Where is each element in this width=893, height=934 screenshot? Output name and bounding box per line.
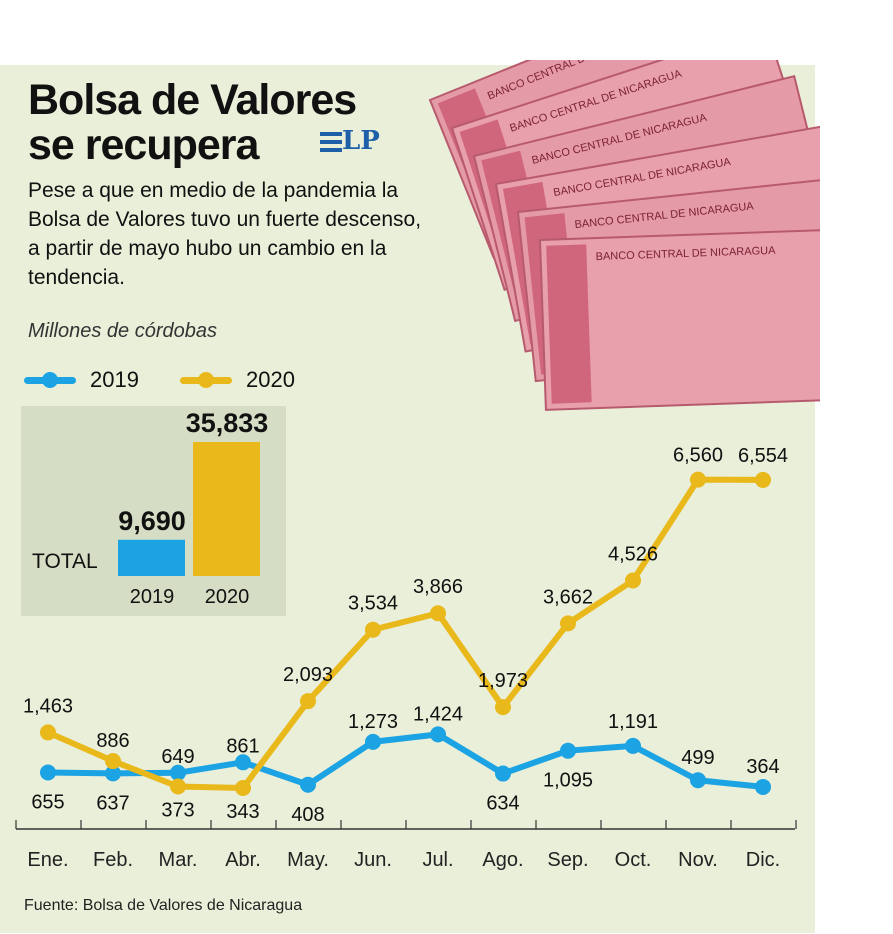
total-year-label: 2020	[205, 586, 250, 608]
data-point-2020	[495, 699, 511, 716]
x-tick-label: Abr.	[225, 849, 261, 871]
data-label-2020: 6,554	[738, 445, 788, 467]
data-point-2019	[105, 765, 121, 782]
x-tick-label: Dic.	[746, 849, 780, 871]
data-label-2020: 886	[96, 730, 129, 752]
data-label-2020: 2,093	[283, 664, 333, 686]
x-tick-label: May.	[287, 849, 329, 871]
total-value-label: 35,833	[186, 408, 269, 438]
data-point-2019	[560, 742, 576, 759]
data-point-2019	[365, 733, 381, 750]
data-point-2019	[430, 726, 446, 743]
data-point-2020	[625, 572, 641, 589]
data-point-2019	[755, 778, 771, 795]
banknote: BANCO CENTRAL DE NICARAGUA	[538, 227, 820, 411]
data-label-2020: 4,526	[608, 544, 658, 566]
data-label-2020: 3,662	[543, 586, 593, 608]
x-tick-label: Feb.	[93, 849, 133, 871]
source-note: Fuente: Bolsa de Valores de Nicaragua	[24, 897, 303, 914]
data-label-2020: 343	[226, 801, 259, 823]
series-line-2019	[47, 731, 764, 790]
unit-label: Millones de córdobas	[28, 320, 217, 342]
x-tick-label: Jul.	[422, 849, 453, 871]
data-label-2020: 3,534	[348, 593, 398, 615]
data-label-2020: 373	[161, 799, 194, 821]
data-point-2020	[235, 779, 251, 796]
data-label-2019: 634	[486, 793, 519, 815]
data-point-2020	[40, 724, 56, 741]
total-value-label: 9,690	[118, 506, 186, 536]
total-bar-2019	[118, 539, 185, 576]
description: Pese a que en medio de la pandemia la Bo…	[28, 179, 422, 289]
data-label-2019: 408	[291, 804, 324, 826]
data-point-2020	[105, 753, 121, 770]
data-label-2020: 3,866	[413, 576, 463, 598]
lp-logo: LP	[320, 126, 380, 156]
series-line-2020	[46, 476, 764, 791]
data-label-2020: 1,463	[23, 695, 73, 717]
x-tick-label: Nov.	[678, 849, 718, 871]
data-label-2020: 6,560	[673, 445, 723, 467]
data-point-2020	[430, 605, 446, 622]
data-point-2020	[365, 621, 381, 638]
data-point-2020	[170, 778, 186, 795]
total-bar-2020	[193, 442, 260, 576]
data-label-2020: 1,973	[478, 670, 528, 692]
legend-2019: 2019	[24, 367, 139, 393]
data-point-2020	[755, 471, 771, 488]
x-tick-label: Ago.	[482, 849, 523, 871]
data-point-2020	[560, 615, 576, 632]
legend-line-icon	[180, 371, 232, 388]
total-label: TOTAL	[32, 550, 98, 573]
data-label-2019: 1,273	[348, 711, 398, 733]
x-tick-label: Mar.	[159, 849, 198, 871]
data-point-2020	[300, 693, 316, 710]
data-point-2019	[170, 764, 186, 781]
data-label-2019: 364	[746, 756, 779, 778]
x-tick-label: Ene.	[27, 849, 68, 871]
data-point-2019	[235, 754, 251, 771]
data-label-2019: 1,424	[413, 703, 463, 725]
data-label-2019: 649	[161, 746, 194, 768]
legend-2020: 2020	[180, 367, 295, 393]
legend-line-icon	[24, 371, 76, 388]
data-label-2019: 499	[681, 747, 714, 769]
data-point-2019	[300, 776, 316, 793]
data-point-2020	[690, 471, 706, 488]
data-point-2019	[495, 765, 511, 782]
headline: Bolsa de Valores se recupera	[28, 76, 357, 169]
x-tick-label: Jun.	[354, 849, 392, 871]
x-tick-label: Sep.	[547, 849, 588, 871]
data-label-2019: 1,191	[608, 711, 658, 733]
total-year-label: 2019	[130, 586, 175, 608]
data-point-2019	[40, 764, 56, 781]
data-label-2019: 637	[96, 792, 129, 814]
data-point-2019	[690, 772, 706, 789]
data-label-2019: 861	[226, 735, 259, 757]
data-point-2019	[625, 737, 641, 754]
x-tick-label: Oct.	[615, 849, 652, 871]
data-label-2019: 655	[31, 792, 64, 814]
data-label-2019: 1,095	[543, 770, 593, 792]
